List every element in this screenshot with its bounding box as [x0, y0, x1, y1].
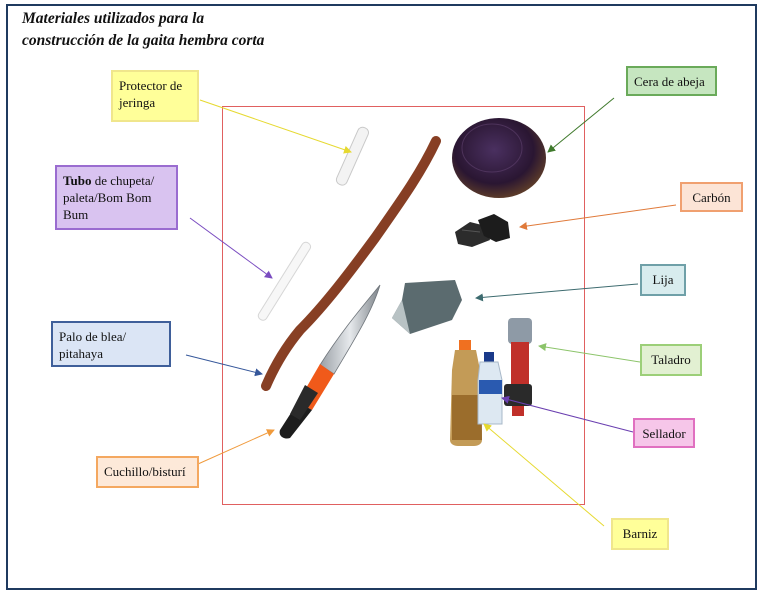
charcoal-image: [455, 214, 510, 247]
arrow-sellador: [501, 395, 634, 433]
arrow-protector: [199, 99, 352, 154]
label-sellador-text: Sellador: [642, 426, 686, 441]
title-line-1: Materiales utilizados para la: [22, 10, 205, 27]
sealer-bottle-image: [477, 352, 503, 425]
title-line-2: construcción de la gaita hembra corta: [22, 32, 265, 49]
label-cera-text: Cera de abeja: [634, 74, 705, 89]
drill-image: [504, 318, 532, 416]
label-tubo-rest-text: de chupeta/ paleta/Bom Bom Bum: [63, 173, 155, 222]
arrow-carbon: [519, 204, 677, 230]
label-cuchillo-text: Cuchillo/bisturí: [104, 464, 186, 479]
arrow-tubo: [189, 217, 273, 279]
label-palo-blea: Palo de blea/ pitahaya: [51, 321, 171, 367]
materials-photo-area: [222, 106, 585, 505]
label-cuchillo: Cuchillo/bisturí: [96, 456, 199, 488]
sandpaper-image: [392, 280, 462, 334]
arrow-palo: [185, 354, 263, 377]
lollipop-tube-image: [257, 241, 312, 321]
label-taladro: Taladro: [640, 344, 702, 376]
label-tubo-chupeta: Tubo de chupeta/ paleta/Bom Bom Bum: [55, 165, 178, 230]
label-lija: Lija: [640, 264, 686, 296]
label-cera-abeja: Cera de abeja: [626, 66, 717, 96]
label-carbon-text: Carbón: [692, 190, 731, 205]
label-lija-text: Lija: [652, 272, 674, 287]
label-barniz-text: Barniz: [622, 526, 658, 541]
arrow-cera: [547, 97, 615, 153]
label-barniz: Barniz: [611, 518, 669, 550]
label-protector-text: Protector de jeringa: [119, 78, 183, 110]
wooden-stick-image: [261, 136, 441, 391]
label-tubo-bold-text: Tubo: [63, 173, 92, 188]
arrow-cuchillo: [197, 429, 275, 465]
label-taladro-text: Taladro: [651, 352, 691, 367]
label-sellador: Sellador: [633, 418, 695, 448]
label-palo-text: Palo de blea/ pitahaya: [59, 329, 127, 361]
beeswax-image: [452, 118, 546, 198]
label-carbon: Carbón: [680, 182, 743, 212]
varnish-bottle-image: [450, 340, 482, 446]
arrow-taladro: [538, 343, 641, 363]
arrow-barniz: [483, 423, 605, 527]
knife-image: [279, 284, 381, 439]
figure-title: Materiales utilizados para la construcci…: [22, 8, 264, 52]
syringe-protector-image: [335, 126, 369, 186]
label-protector-jeringa: Protector de jeringa: [111, 70, 199, 122]
arrow-lija: [475, 283, 639, 302]
